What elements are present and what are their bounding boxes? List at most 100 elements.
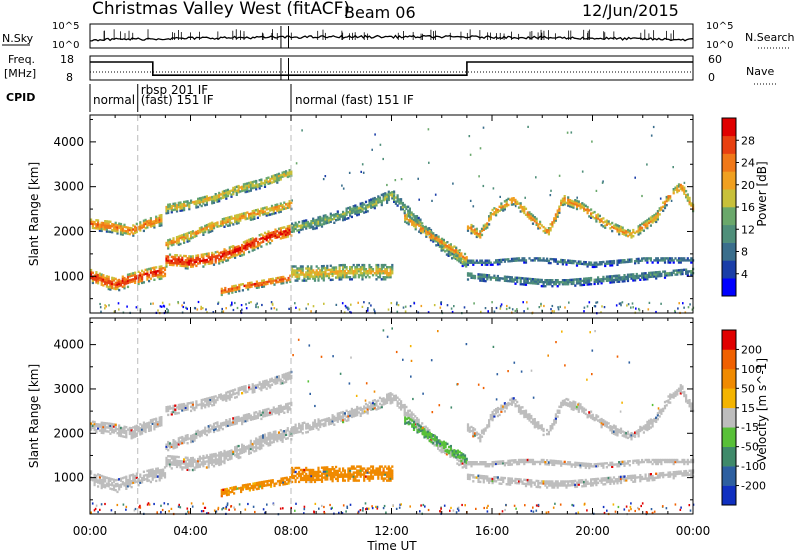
noise-cell: [369, 302, 371, 304]
data-cell: [650, 257, 652, 259]
data-cell: [171, 467, 173, 469]
data-cell: [271, 240, 273, 242]
data-cell: [351, 216, 353, 218]
noise-cell: [630, 307, 632, 309]
data-cell: [539, 221, 541, 223]
data-cell: [248, 251, 250, 253]
data-cell: [283, 412, 285, 414]
data-cell: [264, 434, 266, 436]
noise-cell: [660, 198, 662, 200]
data-cell: [148, 274, 150, 276]
noise-cell: [550, 308, 552, 310]
noise-cell: [288, 308, 290, 310]
noise-cell: [233, 309, 235, 311]
data-cell: [673, 261, 675, 263]
noise-cell: [223, 310, 225, 312]
noise-cell: [428, 128, 430, 130]
freq-line: [90, 62, 693, 75]
nsky-panel: N.Sky 10^5 10^0 10^5 10^0 N.Search: [2, 21, 795, 51]
data-cell: [185, 255, 187, 257]
data-cell: [250, 440, 252, 442]
data-cell: [683, 187, 685, 189]
noise-cell: [100, 311, 102, 313]
data-cell: [232, 223, 234, 225]
noise-cell: [271, 307, 273, 309]
noise-cell: [421, 305, 423, 307]
data-cell: [190, 410, 192, 412]
noise-cell: [183, 302, 185, 304]
data-cell: [131, 486, 133, 488]
noise-cell: [559, 175, 561, 177]
data-cell: [597, 282, 599, 284]
noise-cell: [485, 307, 487, 309]
data-cell: [260, 179, 262, 181]
noise-cell: [341, 185, 343, 187]
data-cell: [587, 206, 589, 208]
data-cell: [94, 421, 96, 423]
data-cell: [564, 195, 566, 197]
noise-cell: [217, 303, 219, 305]
noise-cell: [245, 303, 247, 305]
noise-cell: [118, 302, 120, 304]
data-cell: [493, 275, 495, 277]
noise-cell: [550, 194, 552, 196]
noise-cell: [494, 311, 496, 313]
data-cell: [404, 210, 406, 212]
data-cell: [669, 195, 671, 197]
noise-cell: [100, 306, 102, 308]
data-cell: [201, 205, 203, 207]
noise-cell: [126, 306, 128, 308]
noise-cell: [169, 303, 171, 305]
data-cell: [333, 222, 335, 224]
noise-cell: [678, 185, 680, 187]
data-cell: [188, 469, 190, 471]
y-tick-label: 4000: [53, 135, 84, 149]
noise-cell: [162, 302, 164, 304]
data-cell: [125, 476, 127, 478]
data-cell: [564, 259, 566, 261]
noise-cell: [371, 149, 373, 151]
data-cell: [602, 217, 604, 219]
y-tick-label: 1000: [53, 269, 84, 283]
data-cell: [92, 272, 94, 274]
data-cell: [236, 396, 238, 398]
noise-cell: [231, 302, 233, 304]
data-cell: [269, 242, 271, 244]
data-cell: [160, 416, 162, 418]
data-cell: [202, 265, 204, 267]
data-cell: [446, 241, 448, 243]
data-cell: [155, 266, 157, 268]
data-cell: [459, 249, 461, 251]
data-cell: [164, 273, 166, 275]
data-cell: [197, 206, 199, 208]
noise-cell: [583, 310, 585, 312]
noise-cell: [626, 304, 628, 306]
noise-cell: [557, 306, 559, 308]
noise-cell: [635, 308, 637, 310]
noise-cell: [552, 305, 554, 307]
data-cell: [260, 418, 262, 420]
data-cell: [335, 266, 337, 268]
noise-cell: [527, 126, 529, 128]
data-cell: [250, 452, 252, 454]
cpid-segment-label: (fast) 151 IF: [141, 93, 214, 107]
data-cell: [218, 262, 220, 264]
power-y-label: Slant Range [km]: [27, 162, 41, 266]
data-cell: [116, 491, 118, 493]
freq-frame: [90, 56, 693, 80]
noise-cell: [202, 307, 204, 309]
noise-cell: [291, 199, 293, 201]
data-cell: [153, 279, 155, 281]
nsky-tick-high: 10^5: [52, 21, 79, 32]
noise-cell: [516, 308, 518, 310]
data-cell: [585, 261, 587, 263]
data-cell: [470, 273, 472, 275]
noise-cell: [539, 306, 541, 308]
data-cell: [669, 261, 671, 263]
noise-cell: [362, 306, 364, 308]
data-cell: [162, 469, 164, 471]
data-cell: [148, 280, 150, 282]
noise-cell: [628, 303, 630, 305]
data-cell: [397, 194, 399, 196]
